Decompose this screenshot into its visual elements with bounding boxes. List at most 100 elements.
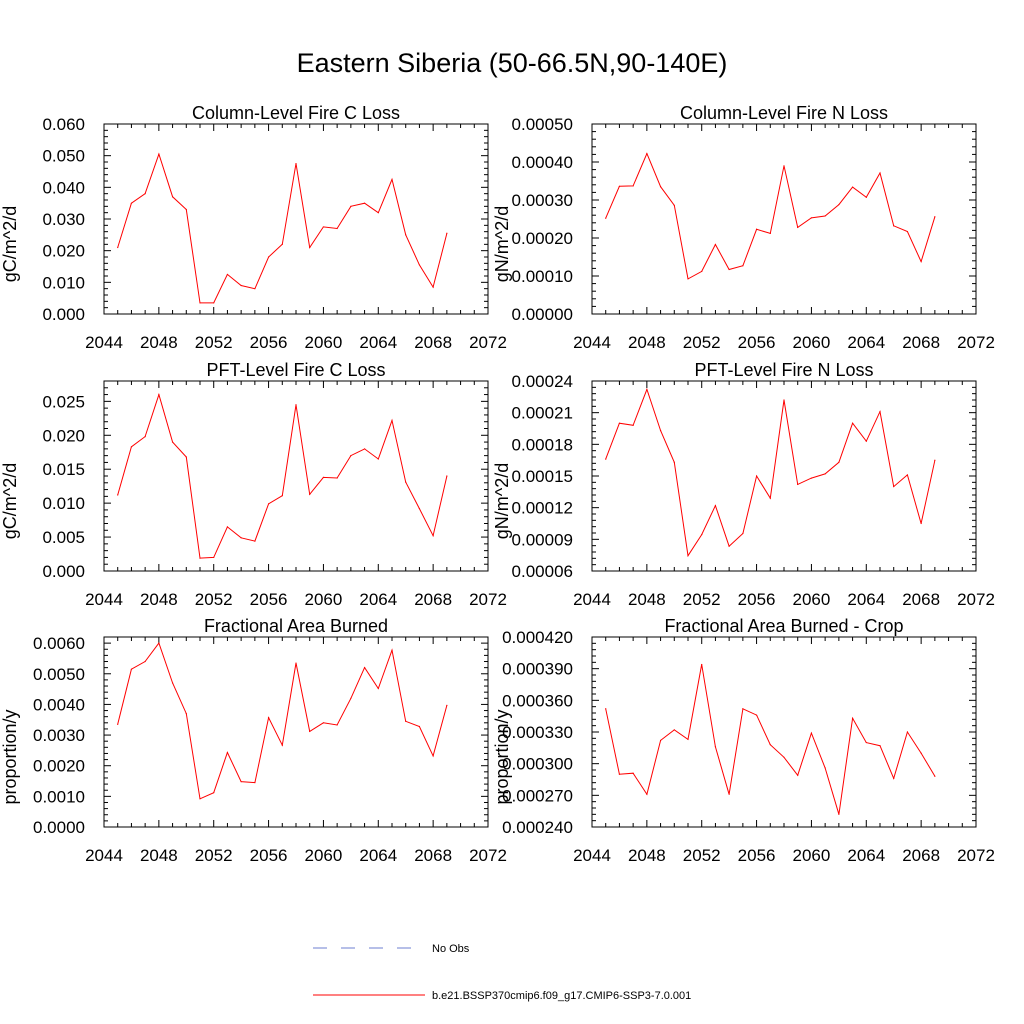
data-point	[714, 746, 717, 748]
data-point	[281, 243, 283, 245]
data-point	[701, 533, 703, 536]
data-point	[659, 186, 662, 188]
data-point	[906, 731, 909, 733]
data-point	[240, 781, 242, 783]
y-axis-label: proportion/y	[492, 709, 512, 804]
data-point	[240, 537, 242, 539]
series-line	[117, 642, 448, 800]
data-point	[405, 720, 407, 722]
y-axis-label: proportion/y	[0, 709, 20, 804]
panel-title: Fractional Area Burned	[204, 616, 388, 636]
data-point	[618, 185, 621, 187]
data-point	[254, 540, 256, 542]
data-point	[755, 475, 758, 477]
data-point	[673, 461, 675, 463]
y-tick-label: 0.0000	[33, 818, 85, 837]
data-point	[185, 713, 187, 715]
legend-item-2: b.e21.BSSP370cmip6.f09_g17.CMIP6-SSP3-7.…	[313, 990, 691, 1002]
x-tick-label: 2056	[250, 846, 288, 865]
data-point	[824, 215, 826, 217]
x-tick-label: 2052	[195, 590, 233, 609]
data-point	[377, 458, 379, 460]
x-tick-label: 2056	[738, 590, 776, 609]
y-tick-label: 0.000300	[502, 755, 573, 774]
x-tick-label: 2052	[683, 590, 721, 609]
data-point	[769, 232, 771, 235]
chart-panel-5: Fractional Area Burned 2044 2048 2052 2056 20…	[0, 616, 507, 865]
data-point	[879, 745, 881, 747]
data-point	[646, 388, 648, 391]
x-tick-label: 2064	[359, 846, 397, 865]
data-point	[742, 708, 744, 710]
x-tick-label: 2044	[573, 590, 611, 609]
x-tick-label: 2060	[305, 590, 343, 609]
y-tick-label: 0.030	[42, 210, 85, 229]
data-point	[199, 557, 201, 559]
data-point	[632, 772, 634, 774]
series-line	[117, 152, 448, 304]
y-tick-label: 0.020	[42, 242, 85, 261]
legend-label: b.e21.BSSP370cmip6.f09_g17.CMIP6-SSP3-7.…	[432, 990, 691, 1002]
plot-frame	[103, 123, 489, 315]
x-tick-label: 2060	[305, 333, 343, 352]
data-point	[213, 556, 215, 559]
x-tick-label: 2044	[573, 333, 611, 352]
data-point	[226, 273, 229, 276]
data-point	[309, 730, 311, 732]
y-tick-label: 0.000	[42, 305, 85, 324]
data-point	[377, 212, 379, 214]
y-tick-label: 0.00009	[512, 530, 573, 549]
data-point	[797, 774, 799, 776]
y-tick-label: 0.000	[42, 562, 85, 581]
data-point	[144, 660, 146, 663]
y-axis-label: gC/m^2/d	[0, 463, 20, 539]
data-point	[446, 475, 448, 477]
series-line	[117, 392, 448, 559]
y-tick-label: 0.0020	[33, 757, 85, 776]
y-tick-label: 0.00012	[512, 499, 573, 518]
data-point	[920, 522, 922, 525]
data-point	[906, 230, 909, 233]
y-tick-label: 0.060	[42, 115, 85, 134]
x-tick-label: 2052	[195, 333, 233, 352]
x-tick-label: 2056	[738, 846, 776, 865]
y-tick-label: 0.000390	[502, 660, 573, 679]
panel-title: Column-Level Fire N Loss	[680, 103, 888, 123]
plot-frame	[591, 123, 977, 315]
data-point	[281, 744, 283, 746]
y-tick-label: 0.0040	[33, 695, 85, 714]
data-point	[605, 458, 607, 460]
data-point	[934, 459, 936, 461]
data-point	[130, 668, 133, 670]
x-tick-label: 2044	[85, 846, 123, 865]
data-point	[117, 494, 119, 496]
y-axis-label: gC/m^2/d	[0, 206, 20, 282]
data-point	[377, 687, 379, 690]
x-tick-label: 2064	[847, 590, 885, 609]
x-tick-label: 2072	[469, 590, 507, 609]
y-tick-label: 0.020	[42, 426, 85, 445]
x-tick-label: 2056	[250, 590, 288, 609]
data-point	[267, 256, 270, 258]
y-axis-label: gN/m^2/d	[492, 463, 512, 539]
data-point	[418, 507, 421, 510]
data-point	[350, 697, 352, 699]
plot-frame	[103, 380, 489, 572]
x-tick-label: 2068	[902, 590, 940, 609]
data-point	[824, 767, 826, 769]
data-point	[920, 752, 922, 754]
x-tick-label: 2068	[902, 846, 940, 865]
series-line	[605, 387, 936, 558]
x-tick-label: 2044	[85, 333, 123, 352]
data-point	[687, 738, 689, 740]
y-tick-label: 0.00000	[512, 305, 573, 324]
x-tick-label: 2068	[414, 333, 452, 352]
x-tick-label: 2068	[414, 590, 452, 609]
data-point	[797, 483, 799, 486]
data-point	[810, 217, 813, 219]
data-point	[446, 704, 448, 706]
x-tick-label: 2048	[628, 333, 666, 352]
data-point	[185, 456, 187, 458]
data-point	[267, 503, 270, 505]
